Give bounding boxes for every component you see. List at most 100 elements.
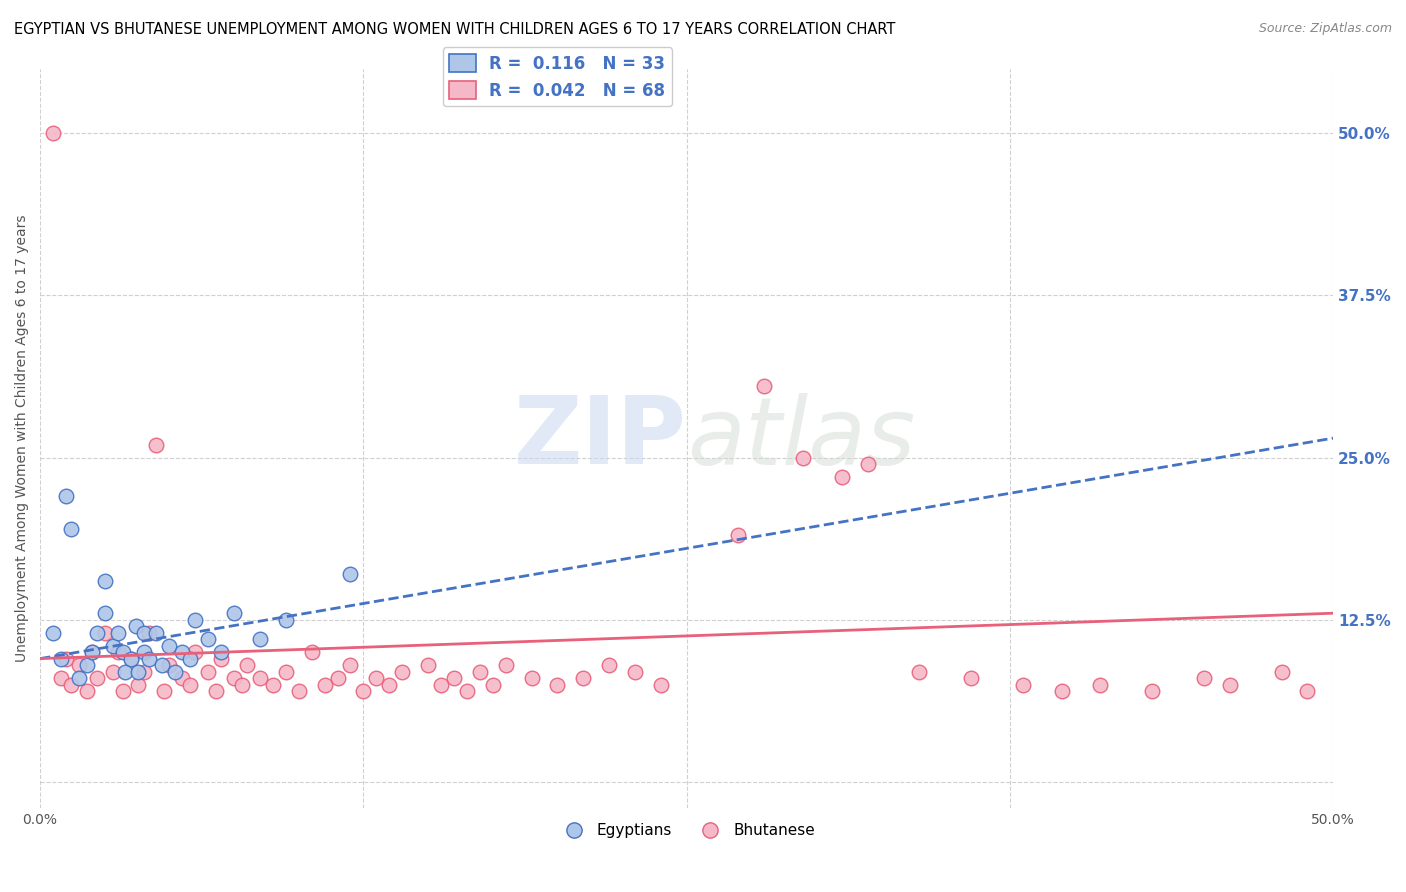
Point [111, 684, 134, 698]
Point [222, 606, 245, 620]
Point [262, 677, 284, 691]
Point [86, 671, 108, 685]
Point [86, 625, 108, 640]
Point [153, 684, 176, 698]
Point [107, 645, 129, 659]
Point [184, 613, 207, 627]
Point [179, 651, 201, 665]
Point [301, 645, 323, 659]
Point [1296, 684, 1319, 698]
Point [49, 671, 72, 685]
Point [150, 658, 173, 673]
Point [42, 127, 65, 141]
Point [101, 665, 124, 679]
Point [754, 379, 776, 393]
Point [76, 658, 98, 673]
Point [60, 677, 83, 691]
Point [468, 665, 491, 679]
Point [456, 684, 478, 698]
Point [209, 645, 232, 659]
Point [197, 665, 219, 679]
Point [366, 671, 388, 685]
Point [1219, 677, 1241, 691]
Point [107, 625, 129, 640]
Point [339, 567, 361, 582]
Point [184, 645, 207, 659]
Point [287, 684, 309, 698]
Point [598, 658, 620, 673]
Point [1090, 677, 1112, 691]
Point [49, 651, 72, 665]
Point [520, 671, 543, 685]
Point [624, 665, 647, 679]
Point [792, 450, 814, 465]
Point [727, 528, 749, 542]
Point [197, 632, 219, 647]
Point [80, 645, 103, 659]
Point [179, 677, 201, 691]
Point [159, 639, 181, 653]
Point [1050, 684, 1073, 698]
Point [249, 632, 271, 647]
Point [132, 645, 155, 659]
Point [1270, 665, 1292, 679]
Point [650, 677, 672, 691]
Point [209, 651, 232, 665]
Point [111, 645, 134, 659]
Point [132, 625, 155, 640]
Point [127, 677, 149, 691]
Point [378, 677, 401, 691]
Point [236, 658, 259, 673]
Point [443, 671, 465, 685]
Point [416, 658, 439, 673]
Point [145, 437, 167, 451]
Point [125, 619, 148, 633]
Point [67, 658, 90, 673]
Y-axis label: Unemployment Among Women with Children Ages 6 to 17 years: Unemployment Among Women with Children A… [15, 214, 30, 662]
Point [856, 457, 879, 471]
Point [430, 677, 453, 691]
Point [114, 665, 136, 679]
Point [42, 625, 65, 640]
Point [572, 671, 595, 685]
Point [101, 639, 124, 653]
Text: Source: ZipAtlas.com: Source: ZipAtlas.com [1258, 22, 1392, 36]
Point [145, 625, 167, 640]
Legend: Egyptians, Bhutanese: Egyptians, Bhutanese [553, 817, 821, 845]
Text: ZIP: ZIP [513, 392, 686, 484]
Point [1192, 671, 1215, 685]
Point [120, 651, 142, 665]
Point [80, 645, 103, 659]
Point [352, 684, 374, 698]
Point [326, 671, 349, 685]
Point [314, 677, 336, 691]
Point [172, 671, 194, 685]
Point [60, 522, 83, 536]
Point [481, 677, 503, 691]
Point [222, 671, 245, 685]
Point [231, 677, 253, 691]
Text: EGYPTIAN VS BHUTANESE UNEMPLOYMENT AMONG WOMEN WITH CHILDREN AGES 6 TO 17 YEARS : EGYPTIAN VS BHUTANESE UNEMPLOYMENT AMONG… [14, 22, 896, 37]
Point [339, 658, 361, 673]
Point [249, 671, 271, 685]
Point [546, 677, 568, 691]
Point [908, 665, 931, 679]
Point [94, 606, 117, 620]
Point [138, 651, 160, 665]
Point [67, 671, 90, 685]
Point [120, 651, 142, 665]
Point [94, 625, 117, 640]
Point [831, 470, 853, 484]
Point [55, 490, 77, 504]
Point [495, 658, 517, 673]
Text: atlas: atlas [686, 392, 915, 483]
Point [274, 665, 297, 679]
Point [1012, 677, 1035, 691]
Point [159, 658, 181, 673]
Point [138, 625, 160, 640]
Point [163, 665, 186, 679]
Point [55, 651, 77, 665]
Point [132, 665, 155, 679]
Point [172, 645, 194, 659]
Point [960, 671, 983, 685]
